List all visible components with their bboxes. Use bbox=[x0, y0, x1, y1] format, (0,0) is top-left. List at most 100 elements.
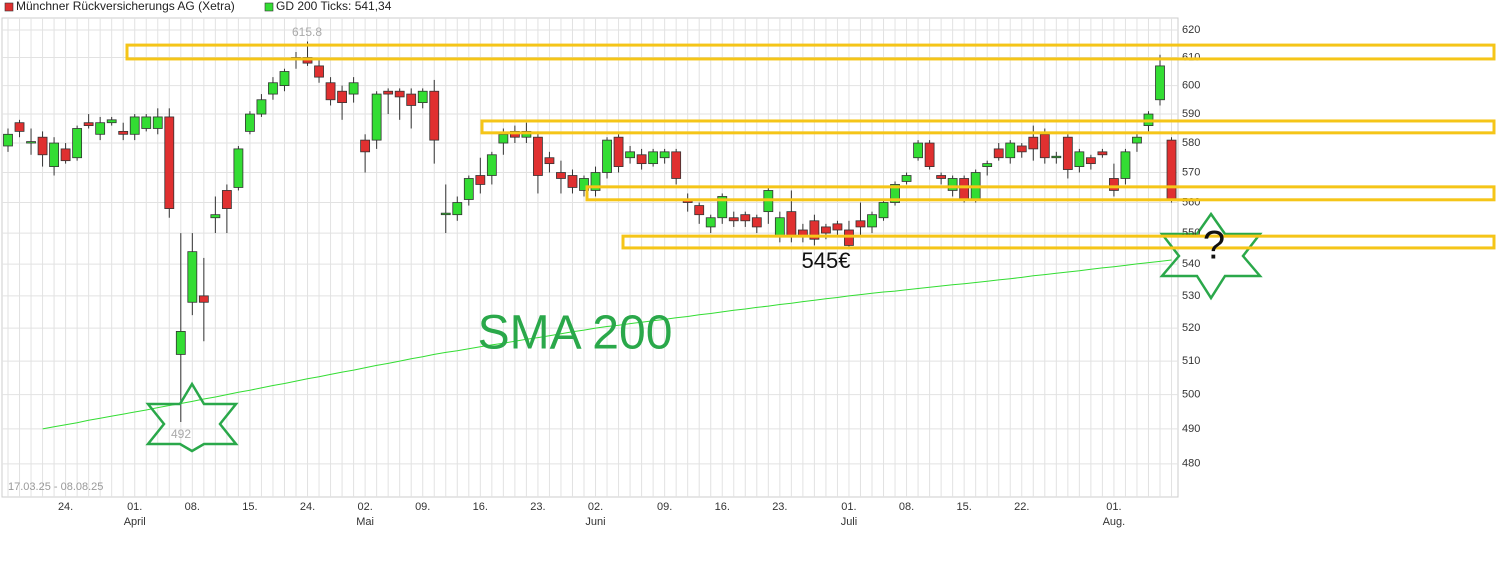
candle-body bbox=[175, 331, 186, 355]
y-tick-label: 570 bbox=[1182, 166, 1200, 178]
candle-body bbox=[141, 116, 152, 129]
x-tick-label: 09. bbox=[415, 501, 430, 513]
annotation: SMA 200 bbox=[478, 307, 673, 360]
candle-body bbox=[809, 220, 820, 240]
x-tick-label: 23. bbox=[530, 501, 545, 513]
candle-body bbox=[648, 151, 659, 165]
candle-body bbox=[590, 172, 601, 191]
y-tick-label: 530 bbox=[1182, 290, 1200, 302]
candle-body bbox=[440, 212, 451, 216]
candle-body bbox=[901, 175, 912, 182]
month-label: Juni bbox=[585, 516, 605, 528]
candle-body bbox=[325, 82, 336, 101]
candle-body bbox=[728, 217, 739, 222]
candle-body bbox=[198, 295, 209, 303]
date-range: 17.03.25 - 08.08.25 bbox=[8, 481, 103, 493]
y-tick-label: 520 bbox=[1182, 322, 1200, 334]
candle-body bbox=[751, 217, 762, 228]
candle-body bbox=[406, 93, 417, 106]
candle-body bbox=[936, 175, 947, 179]
candle-body bbox=[245, 113, 255, 132]
candle-body bbox=[556, 172, 566, 179]
candle-body bbox=[705, 217, 716, 228]
candle-body bbox=[1097, 151, 1108, 156]
candle-body bbox=[1039, 133, 1050, 159]
y-tick-label: 600 bbox=[1182, 79, 1200, 91]
candle-body bbox=[486, 154, 497, 176]
x-tick-label: 15. bbox=[242, 501, 257, 513]
candle-body bbox=[106, 119, 117, 124]
legend-label: Münchner Rückversicherungs AG (Xetra) bbox=[16, 0, 235, 13]
candle-body bbox=[786, 211, 797, 237]
candle-body bbox=[417, 90, 428, 104]
y-tick-label: 510 bbox=[1182, 355, 1200, 367]
candle-body bbox=[533, 136, 543, 176]
candle-body bbox=[947, 178, 958, 191]
candle-body bbox=[636, 154, 647, 165]
y-tick-label: 540 bbox=[1182, 258, 1200, 270]
candle-body bbox=[1132, 136, 1142, 144]
candle-body bbox=[1120, 151, 1131, 179]
candle-body bbox=[1109, 178, 1119, 191]
candle-body bbox=[429, 90, 440, 141]
candle-body bbox=[279, 71, 290, 86]
y-tick-label: 620 bbox=[1182, 24, 1200, 36]
candle-body bbox=[129, 116, 140, 135]
candle-body bbox=[694, 205, 705, 216]
candle-body bbox=[855, 220, 866, 228]
candle-body bbox=[394, 90, 405, 98]
y-tick-label: 560 bbox=[1182, 196, 1200, 208]
candle-body bbox=[1062, 136, 1073, 170]
candle-body bbox=[187, 251, 198, 303]
zone bbox=[125, 43, 1496, 61]
legend-swatch bbox=[4, 2, 14, 12]
candle-body bbox=[348, 82, 359, 95]
candle-body bbox=[60, 148, 71, 162]
candle-body bbox=[625, 151, 635, 159]
candle-body bbox=[256, 99, 267, 115]
x-tick-label: 16. bbox=[715, 501, 730, 513]
candle-body bbox=[844, 229, 854, 246]
x-tick-label: 02. bbox=[357, 501, 372, 513]
sma-line bbox=[42, 259, 1172, 430]
candle-body bbox=[118, 130, 129, 135]
candle-body bbox=[452, 202, 463, 216]
y-tick-label: 480 bbox=[1182, 458, 1200, 470]
y-tick-label: 580 bbox=[1182, 137, 1200, 149]
candle-body bbox=[498, 133, 509, 144]
candle-body bbox=[152, 116, 163, 129]
candle-body bbox=[1085, 157, 1096, 165]
month-label: Mai bbox=[356, 516, 374, 528]
candle-body bbox=[95, 122, 106, 135]
candle-body bbox=[1028, 136, 1039, 150]
y-tick-label: 590 bbox=[1182, 108, 1200, 120]
x-tick-label: 24. bbox=[58, 501, 73, 513]
candle-body bbox=[602, 139, 612, 173]
candle-body bbox=[1051, 155, 1062, 159]
candle-body bbox=[49, 142, 59, 167]
candle-body bbox=[337, 90, 347, 104]
x-tick-label: 01. bbox=[841, 501, 856, 513]
candle-body bbox=[83, 122, 94, 126]
plot-frame bbox=[1, 17, 1179, 498]
x-tick-label: 01. bbox=[127, 501, 142, 513]
candle-body bbox=[567, 175, 578, 188]
candle-body bbox=[1016, 145, 1027, 153]
candle-body bbox=[210, 214, 221, 219]
x-tick-label: 09. bbox=[657, 501, 672, 513]
y-tick-label: 500 bbox=[1182, 389, 1200, 401]
annotation: ? bbox=[1203, 224, 1225, 268]
candle-body bbox=[544, 157, 555, 165]
candle-body bbox=[383, 90, 394, 95]
candle-body bbox=[959, 178, 970, 200]
annotation: 492 bbox=[171, 427, 191, 441]
candle-body bbox=[26, 141, 36, 144]
candle-body bbox=[878, 202, 889, 219]
x-tick-label: 22. bbox=[1014, 501, 1029, 513]
candle-body bbox=[924, 142, 935, 167]
x-tick-label: 24. bbox=[300, 501, 315, 513]
x-tick-label: 23. bbox=[772, 501, 787, 513]
candle-body bbox=[993, 148, 1004, 159]
